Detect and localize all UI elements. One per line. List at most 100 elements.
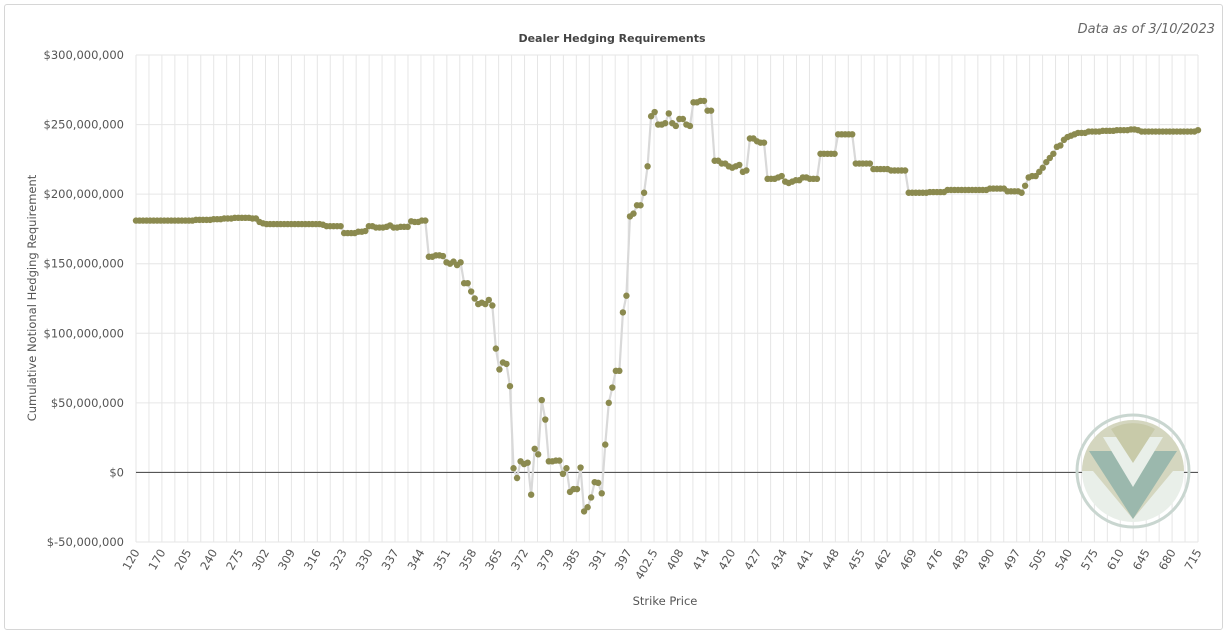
x-tick-label: 434	[767, 547, 790, 573]
x-tick-label: 540	[1052, 547, 1075, 573]
data-point	[542, 416, 549, 423]
data-point	[813, 175, 821, 183]
x-tick-label: 441	[793, 547, 816, 573]
x-tick-label: 610	[1104, 547, 1127, 573]
x-tick-label: 323	[327, 547, 350, 573]
data-point	[1043, 158, 1050, 166]
data-point	[503, 360, 510, 368]
data-point	[489, 302, 496, 309]
data-point	[778, 172, 785, 180]
x-tick-label: 372	[508, 547, 531, 573]
data-point	[665, 110, 672, 117]
x-tick-label: 408	[663, 547, 686, 573]
x-tick-label: 240	[197, 547, 220, 573]
x-tick-label: 120	[119, 547, 142, 573]
data-point	[496, 366, 503, 373]
data-point	[1021, 182, 1029, 189]
x-tick-label: 309	[275, 547, 298, 573]
x-tick-label: 379	[534, 547, 557, 573]
data-point	[1194, 126, 1202, 134]
data-point	[1050, 150, 1057, 157]
data-point	[464, 279, 471, 287]
data-point	[630, 210, 637, 217]
data-point	[482, 300, 489, 308]
data-point	[686, 122, 694, 130]
x-tick-label: 575	[1078, 547, 1101, 573]
x-tick-label: 497	[1000, 547, 1023, 573]
x-tick-label: 490	[974, 547, 997, 573]
data-point	[619, 309, 627, 316]
data-point	[577, 464, 584, 471]
grid-lines	[135, 54, 1199, 543]
x-tick-label: 344	[404, 547, 427, 573]
data-point	[644, 163, 651, 170]
x-tick-label: 275	[223, 547, 246, 573]
x-tick-label: 170	[145, 547, 168, 573]
data-point	[637, 202, 644, 209]
data-point	[535, 451, 542, 458]
y-axis-label: Cumulative Notional Hedging Requirement	[25, 174, 39, 421]
y-axis-ticks: $300,000,000 $250,000,000 $200,000,000 $150…	[44, 48, 124, 549]
x-tick-label: 462	[871, 547, 894, 573]
data-point	[556, 457, 563, 464]
x-tick-label: 505	[1026, 547, 1049, 573]
y-tick-label: $300,000,000	[44, 48, 124, 62]
x-axis-label: Strike Price	[633, 594, 698, 608]
data-point	[467, 288, 475, 295]
data-point	[901, 167, 909, 174]
x-tick-label: 455	[845, 547, 868, 573]
x-tick-label: 414	[689, 547, 712, 573]
data-point	[492, 345, 500, 352]
x-tick-label: 715	[1181, 547, 1204, 573]
data-point	[707, 107, 715, 114]
x-tick-label: 205	[171, 547, 194, 573]
data-point	[598, 490, 605, 497]
data-point	[587, 494, 595, 501]
data-point	[439, 252, 447, 260]
data-point	[672, 122, 680, 130]
data-point	[524, 459, 531, 466]
x-tick-label: 330	[353, 547, 376, 573]
x-tick-label: 385	[560, 547, 583, 573]
chart-frame	[4, 4, 1223, 630]
data-point	[362, 227, 369, 235]
data-point	[640, 189, 648, 196]
x-tick-label: 397	[612, 547, 635, 573]
data-point	[651, 108, 658, 116]
y-tick-label: $200,000,000	[44, 187, 124, 201]
data-point	[760, 139, 768, 146]
x-tick-label: 427	[741, 547, 764, 573]
y-tick-label: $50,000,000	[51, 396, 124, 410]
data-point	[616, 367, 623, 375]
x-tick-label: 351	[430, 547, 453, 573]
data-point	[736, 161, 743, 169]
data-point	[485, 296, 493, 304]
data-point	[337, 222, 344, 230]
data-point	[679, 115, 687, 123]
brand-logo	[1075, 413, 1191, 529]
data-point	[510, 465, 517, 472]
x-tick-label: 448	[819, 547, 842, 573]
y-tick-label: $150,000,000	[44, 257, 124, 271]
data-point	[1046, 154, 1054, 162]
data-point	[1032, 172, 1039, 180]
data-point	[559, 470, 567, 478]
x-tick-label: 469	[897, 547, 920, 573]
data-point	[584, 504, 591, 511]
data-point	[595, 479, 602, 487]
data-point	[573, 485, 581, 493]
data-point	[700, 97, 708, 105]
data-point	[506, 382, 514, 390]
x-tick-label: 476	[922, 547, 945, 573]
x-axis-ticks: 120 170 205 240 275 302 309 316 323 330 337 344 351 3…	[119, 547, 1204, 583]
data-point	[849, 131, 856, 138]
x-tick-label: 316	[301, 547, 324, 573]
data-point	[471, 295, 478, 302]
x-tick-label: 680	[1156, 547, 1179, 573]
y-tick-label: $0	[109, 465, 124, 479]
data-point	[623, 292, 630, 299]
data-point	[647, 113, 655, 120]
y-tick-label: $250,000,000	[44, 118, 124, 132]
data-point	[831, 150, 838, 157]
